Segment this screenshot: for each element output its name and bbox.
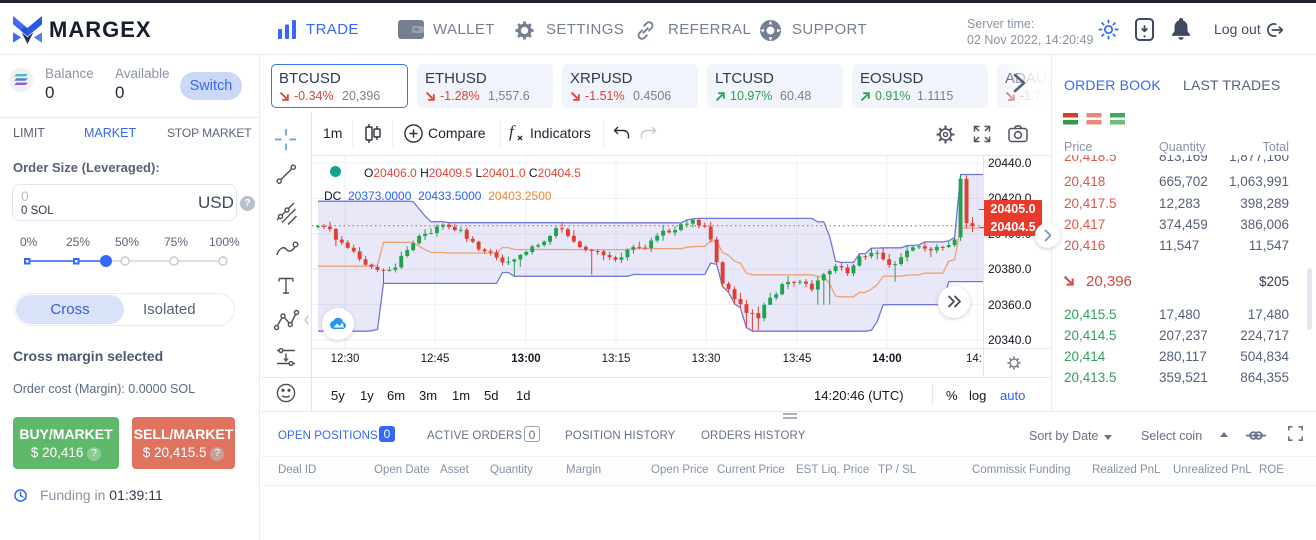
svg-text:f: f: [509, 122, 516, 141]
